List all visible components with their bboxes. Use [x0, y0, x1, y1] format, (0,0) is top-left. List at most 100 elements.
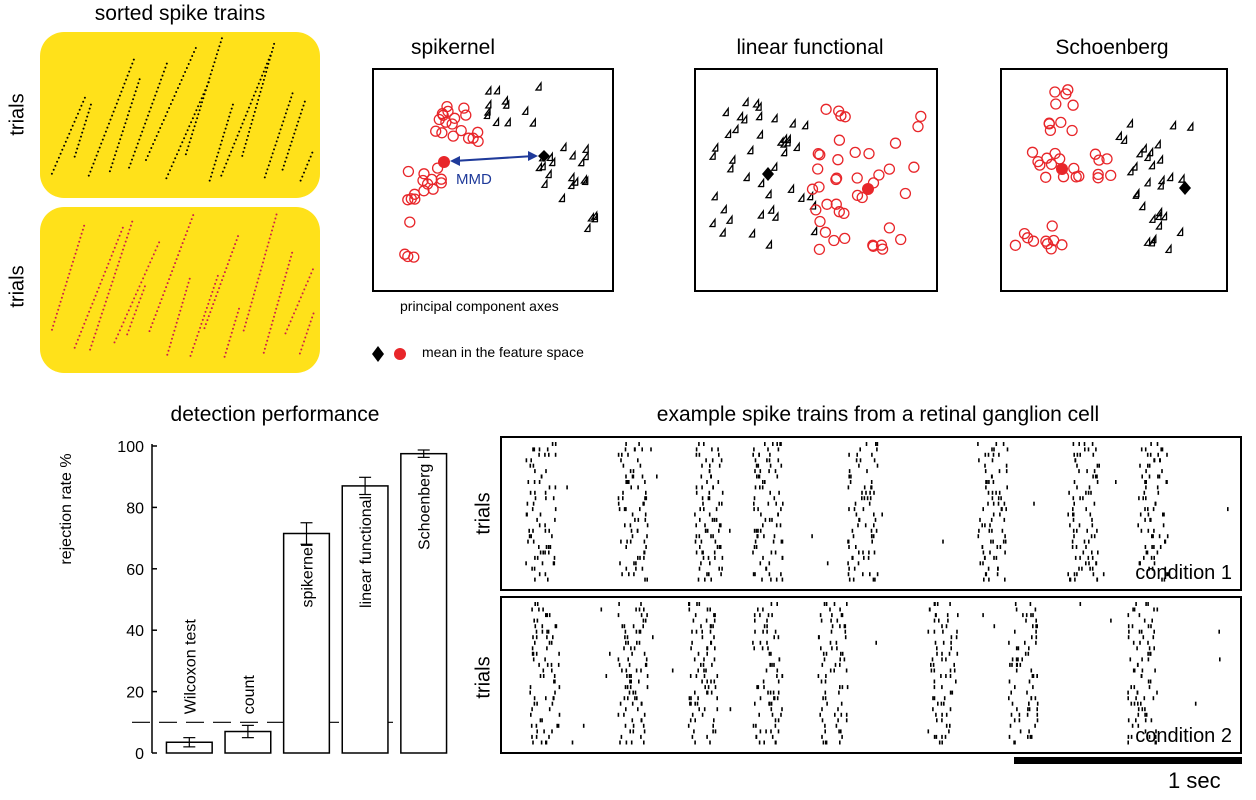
raster-spike: [539, 550, 542, 555]
raster-spike: [698, 452, 701, 457]
raster-spike: [846, 602, 848, 606]
sorted-spike: [91, 302, 94, 305]
sorted-spike: [265, 249, 268, 252]
raster-spike: [826, 561, 829, 566]
raster-spike: [948, 651, 951, 656]
raster-spike: [991, 490, 994, 495]
raster-spike: [869, 496, 872, 501]
raster-spike: [949, 602, 951, 606]
sorted-spike: [213, 163, 216, 166]
raster-spike: [840, 729, 842, 734]
raster-spike: [987, 566, 990, 571]
sorted-spike: [189, 59, 192, 61]
sorted-spike: [261, 82, 264, 85]
raster-spike: [644, 496, 646, 501]
scatter-title-linear-functional: linear functional: [736, 36, 884, 59]
raster-spike: [646, 534, 648, 539]
scatter-diamond: [581, 150, 589, 161]
sorted-spike: [165, 177, 168, 180]
raster-spike: [545, 545, 548, 549]
raster-spike: [1147, 528, 1150, 533]
raster-spike: [1034, 696, 1037, 701]
raster-spike: [637, 555, 639, 560]
raster-spike: [1087, 555, 1090, 560]
sorted-spike: [173, 329, 176, 332]
raster-spike: [949, 723, 951, 728]
raster-spike: [1018, 712, 1021, 717]
raster-spike: [1148, 463, 1151, 468]
raster-spike: [1029, 734, 1032, 739]
raster-spike: [841, 651, 844, 656]
scatter-diamond: [757, 177, 765, 188]
sorted-spike: [249, 305, 252, 308]
raster-spike: [1028, 707, 1031, 712]
sorted-spike: [89, 306, 92, 309]
raster-spike: [829, 668, 832, 673]
sorted-spike: [73, 256, 76, 259]
raster-spike: [872, 534, 875, 539]
sorted-spike: [206, 319, 209, 322]
raster-spike: [688, 607, 691, 612]
raster-spike: [1014, 629, 1016, 634]
scatter-circle: [435, 173, 447, 185]
sorted-spike: [216, 291, 219, 294]
raster-spike: [932, 707, 934, 712]
raster-spike: [756, 685, 758, 690]
raster-spike: [873, 458, 876, 463]
raster-spike: [618, 662, 621, 667]
raster-spike: [713, 618, 716, 623]
raster-spike: [695, 534, 698, 539]
scatter-circle: [839, 111, 851, 123]
raster-spike: [635, 668, 638, 673]
raster-spike: [767, 690, 769, 695]
raster-spike: [1094, 474, 1097, 479]
raster-spike: [755, 463, 758, 468]
raster-spike: [978, 458, 980, 463]
raster-spike: [644, 662, 647, 667]
raster-spike: [710, 474, 712, 479]
sorted-spike: [223, 271, 226, 274]
raster-spike: [846, 685, 849, 690]
raster-spike: [941, 718, 943, 723]
raster-spike: [773, 696, 776, 701]
raster-spike: [1022, 613, 1024, 618]
raster-spike: [541, 629, 544, 634]
raster-spike: [640, 602, 642, 606]
raster-spike: [765, 729, 767, 734]
scatter-diamond: [1126, 117, 1134, 128]
sorted-spike: [118, 94, 121, 97]
scatter-circle: [821, 198, 833, 210]
sorted-spike: [264, 74, 266, 77]
raster-spike: [771, 517, 773, 522]
raster-spike: [820, 646, 822, 651]
raster-spike: [1082, 496, 1084, 501]
sorted-spike: [141, 130, 144, 133]
scatter-diamond: [742, 171, 750, 182]
sorted-spike: [265, 70, 268, 73]
raster-spike: [535, 635, 538, 640]
sorted-spike: [284, 160, 287, 163]
scatter-circle: [830, 198, 842, 210]
raster-spike: [1004, 550, 1006, 555]
raster-spike: [527, 539, 529, 544]
raster-spike: [942, 629, 944, 634]
raster-spike: [712, 729, 714, 734]
raster-spike: [539, 674, 542, 678]
raster-spike: [840, 651, 842, 656]
raster-spike: [639, 463, 642, 468]
raster-spike: [1025, 613, 1028, 618]
raster-spike: [706, 572, 708, 577]
raster-spike: [941, 685, 943, 690]
scatter-circle: [814, 215, 826, 228]
sorted-spike: [75, 116, 78, 119]
sorted-spike: [203, 327, 206, 330]
raster-spike: [768, 561, 771, 566]
raster-spike: [629, 685, 632, 690]
raster-spike: [763, 624, 766, 629]
sorted-spike: [310, 272, 313, 275]
sorted-spike: [212, 65, 215, 68]
raster-spike: [1036, 718, 1039, 723]
raster-spike: [718, 566, 720, 571]
raster-spike: [650, 447, 652, 452]
raster-spike: [836, 646, 838, 651]
